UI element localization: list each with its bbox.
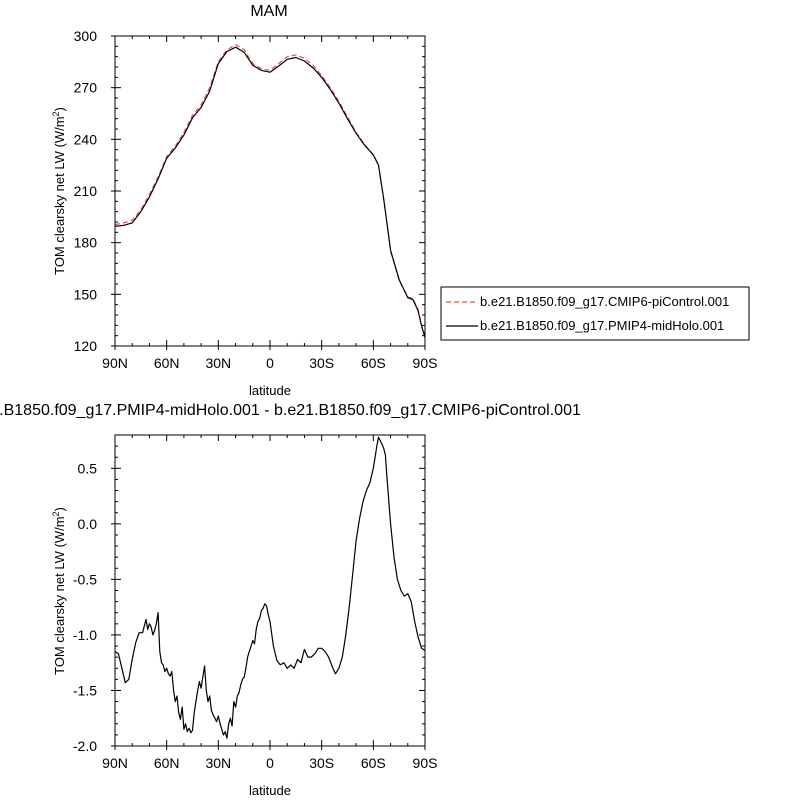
bottom-chart-y-tick-label: -2.0: [73, 738, 97, 754]
bottom-chart-y-tick-label: -0.5: [73, 571, 97, 587]
bottom-chart-ticks: 90N 60N 30N 0 30S 60S 90S -2.0 -1.5 -1.0 -0.5 0.0 0.…: [73, 434, 438, 771]
top-chart-x-tick-label: 30S: [309, 355, 334, 371]
top-chart-x-tick-label: 30N: [205, 355, 231, 371]
top-chart-y-tick-label: 300: [74, 28, 98, 44]
top-chart-y-tick-label: 210: [74, 183, 98, 199]
bottom-chart-x-tick-label: 0: [266, 755, 274, 771]
top-chart-x-tick-label: 90S: [413, 355, 438, 371]
bottom-chart-title: b.e21.B1850.f09_g17.PMIP4-midHolo.001 - …: [0, 402, 581, 419]
top-chart-x-tick-label: 60S: [361, 355, 386, 371]
top-chart-series-line-1: [114, 46, 426, 338]
legend-label-midholo: b.e21.B1850.f09_g17.PMIP4-midHolo.001: [480, 318, 724, 333]
top-chart-plot-frame: [114, 35, 426, 347]
top-chart-x-tick-label: 0: [266, 355, 274, 371]
bottom-chart-x-tick-label: 30N: [205, 755, 231, 771]
bottom-chart-x-tick-label: 90S: [413, 755, 438, 771]
bottom-chart-x-tick-label: 90N: [102, 755, 128, 771]
bottom-chart-x-tick-label: 60S: [361, 755, 386, 771]
top-chart-title: MAM: [250, 3, 287, 20]
bottom-chart-y-tick-label: -1.5: [73, 682, 97, 698]
bottom-chart-y-axis-title: TOM clearsky net LW (W/m2): [51, 507, 67, 675]
legend-label-picontrol: b.e21.B1850.f09_g17.CMIP6-piControl.001: [480, 294, 729, 309]
top-chart-y-axis-title: TOM clearsky net LW (W/m2): [51, 107, 67, 275]
bottom-chart-x-axis-title: latitude: [249, 783, 291, 798]
top-chart-x-tick-label: 60N: [154, 355, 180, 371]
bottom-chart-y-tick-label: -1.0: [73, 627, 97, 643]
legend: b.e21.B1850.f09_g17.CMIP6-piControl.001 …: [440, 286, 750, 341]
top-chart-y-tick-label: 120: [74, 338, 98, 354]
bottom-chart-series-line-0: [114, 436, 426, 739]
bottom-chart-series: [114, 436, 426, 739]
bottom-chart-x-tick-label: 30S: [309, 755, 334, 771]
top-chart-x-axis-title: latitude: [249, 383, 291, 398]
bottom-chart-panel: b.e21.B1850.f09_g17.PMIP4-midHolo.001 - …: [0, 402, 581, 798]
bottom-chart-y-tick-label: 0.5: [78, 460, 98, 476]
top-chart-x-tick-label: 90N: [102, 355, 128, 371]
top-chart-y-tick-label: 180: [74, 235, 98, 251]
top-chart-y-tick-label: 240: [74, 131, 98, 147]
bottom-chart-x-tick-label: 60N: [154, 755, 180, 771]
top-chart-y-tick-label: 150: [74, 286, 98, 302]
top-chart-ticks: 90N 60N 30N 0 30S 60S 90S 120 150 180 210 240 270 300: [74, 28, 438, 371]
top-chart-series-line-0: [114, 44, 426, 336]
top-chart-panel: MAM 90N 60N 30N 0 30S 60S 90S 120 150 180 210 240 27…: [51, 3, 437, 398]
bottom-chart-y-tick-label: 0.0: [78, 516, 98, 532]
bottom-chart-plot-frame: [114, 434, 426, 747]
legend-box: [440, 286, 750, 341]
top-chart-series: [114, 44, 426, 338]
top-chart-y-tick-label: 270: [74, 80, 98, 96]
